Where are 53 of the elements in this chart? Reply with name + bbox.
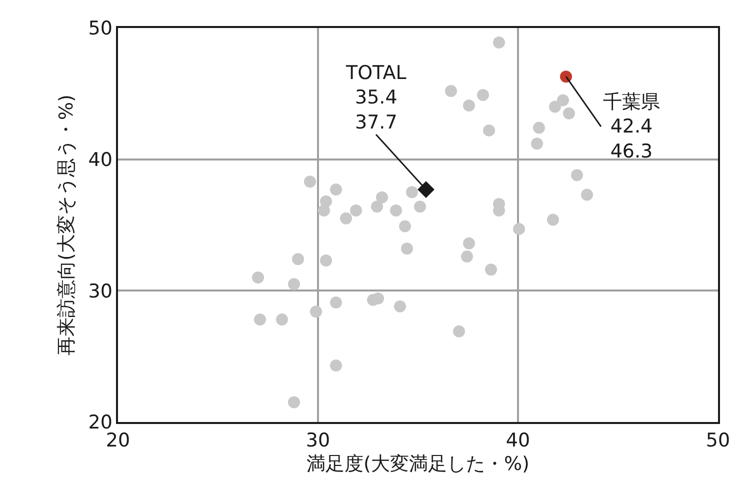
point [340,212,352,224]
point [330,296,342,308]
point [477,88,489,101]
point [399,220,411,232]
point [394,300,406,312]
point [557,94,569,106]
y-tick-label: 50 [88,18,112,40]
point [571,169,583,182]
point [276,314,288,326]
point [288,278,300,290]
point [288,396,300,408]
point [547,214,559,226]
x-tick-label: 40 [506,430,530,452]
point [350,204,362,217]
annotation: TOTAL 35.4 37.7 [345,62,407,134]
point [292,253,304,266]
point [254,314,266,326]
point [581,188,593,201]
point [485,264,497,276]
point [371,200,383,213]
y-tick-label: 30 [88,280,112,302]
point [461,250,473,263]
point [320,254,332,266]
point [560,70,572,83]
point [549,100,561,113]
x-tick-label: 30 [306,430,330,452]
point [445,85,457,98]
point [401,242,413,255]
point [493,36,505,48]
point [533,122,545,134]
point [563,107,575,120]
point [513,222,525,235]
y-axis-title: 再来訪意向(大変そう思う・%) [56,94,78,356]
point [252,272,264,284]
point [463,237,475,250]
annotation: 千葉県 42.4 46.3 [603,91,660,162]
point [310,306,322,318]
point [390,204,402,217]
point [304,176,316,188]
x-tick-label: 20 [106,430,130,452]
point [531,138,543,150]
x-tick-label: 50 [706,430,730,452]
point [318,204,330,217]
point [406,186,418,198]
point [483,124,495,136]
y-tick-label: 40 [88,148,112,171]
point [330,360,342,372]
point [376,191,388,204]
point [414,200,426,213]
point [463,99,475,112]
point [453,325,465,338]
point [330,184,342,196]
x-axis-title: 満足度(大変満足した・%) [306,452,530,475]
